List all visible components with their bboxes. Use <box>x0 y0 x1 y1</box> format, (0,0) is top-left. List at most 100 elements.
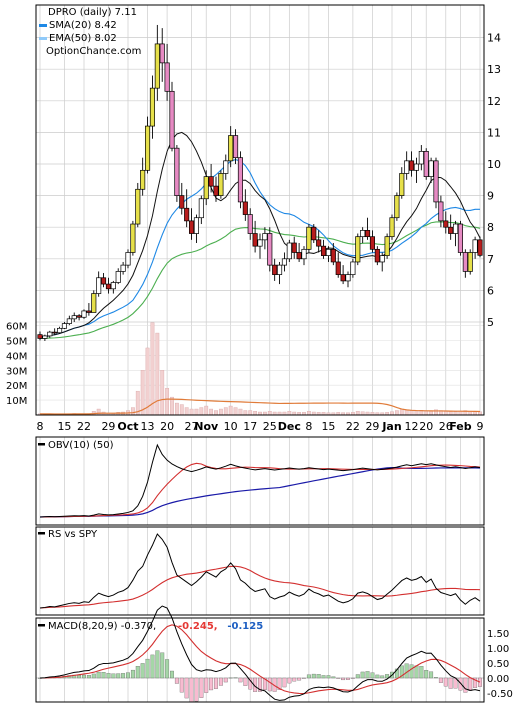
candle-body <box>369 236 375 250</box>
date-tick-label: Jan <box>381 420 401 433</box>
candle-body <box>409 160 415 171</box>
volume-bar <box>214 410 218 416</box>
price-tick-label: 13 <box>487 63 501 76</box>
candle-body <box>37 334 43 339</box>
macd-histogram-bar <box>101 672 106 679</box>
macd-histogram-bar <box>116 673 121 679</box>
candle-body <box>145 125 151 171</box>
macd-histogram-bar <box>184 677 189 699</box>
volume-tick-label: 50M <box>6 337 27 348</box>
candle-body <box>252 233 258 247</box>
macd-histogram-bar <box>350 677 355 679</box>
macd-histogram-bar <box>179 677 184 693</box>
legend-swatch <box>39 24 47 27</box>
candle-body <box>189 220 195 234</box>
candle-body <box>418 151 424 165</box>
macd-tick-label: 1.00 <box>487 644 509 655</box>
candle-body <box>115 271 121 283</box>
volume-bar <box>194 408 199 416</box>
macd-histogram-bar <box>140 663 145 679</box>
macd-histogram-bar <box>287 677 292 684</box>
panel-frame <box>35 436 485 526</box>
baseline-average-line <box>39 131 481 339</box>
candle-body <box>325 248 331 256</box>
candle-body <box>272 264 278 275</box>
candle-body <box>203 176 209 200</box>
candle-body <box>443 220 449 228</box>
macd-histogram-bar <box>228 677 233 679</box>
date-tick-label: 12 <box>405 420 419 433</box>
date-tick-label: 26 <box>439 420 453 433</box>
volume-bar <box>409 410 414 416</box>
volume-bar <box>404 409 409 416</box>
macd-histogram-bar <box>448 677 453 689</box>
volume-bar <box>394 410 399 416</box>
legend-swatch <box>39 37 47 40</box>
macd-histogram-bar <box>292 677 297 682</box>
volume-bar <box>228 405 233 416</box>
price-tick-label: 7 <box>487 253 494 266</box>
date-tick-label: 10 <box>224 420 238 433</box>
volume-bar <box>233 407 238 416</box>
macd-histogram-bar <box>458 677 463 691</box>
macd-histogram-bar <box>297 677 302 681</box>
price-tick-label: 12 <box>487 95 501 108</box>
candle-body <box>301 248 307 260</box>
volume-bar <box>448 411 453 416</box>
candle-body <box>71 315 77 320</box>
candle-body <box>277 264 283 275</box>
candle-body <box>76 315 82 318</box>
candle-body <box>135 188 141 225</box>
candle-body <box>96 277 102 294</box>
legend-label: EMA(50) 8.02 <box>49 33 117 44</box>
macd-histogram-bar <box>394 668 399 679</box>
volume-bar <box>160 370 165 416</box>
volume-bar <box>355 411 360 416</box>
macd-histogram-bar <box>209 677 214 691</box>
candle-body <box>174 147 180 196</box>
volume-bar <box>267 411 272 416</box>
volume-bar <box>130 407 135 416</box>
macd-histogram-bar <box>438 677 443 683</box>
volume-bar <box>399 408 404 416</box>
macd-histogram-bar <box>414 665 419 679</box>
date-tick-label: 20 <box>419 420 433 433</box>
sma20-line <box>39 158 481 339</box>
macd-panel-label: MACD(8,20,9) -0.370, <box>48 621 156 632</box>
date-tick-label: Oct <box>117 420 138 433</box>
candle-body <box>457 223 463 253</box>
candle-body <box>237 157 243 203</box>
macd-tick-label: 0.00 <box>487 674 509 685</box>
candle-body <box>193 217 199 234</box>
macd-histogram-bar <box>223 677 228 683</box>
candle-body <box>330 248 336 263</box>
macd-histogram-bar <box>204 677 209 693</box>
candle-body <box>438 201 444 222</box>
volume-bar <box>204 405 209 416</box>
candle-body <box>350 261 356 275</box>
macd-histogram-bar <box>419 666 424 679</box>
macd-histogram-bar <box>277 677 282 690</box>
candle-body <box>66 318 72 324</box>
candle-body <box>149 87 155 127</box>
candle-body <box>57 327 63 334</box>
volume-bar <box>414 410 419 416</box>
macd-histogram-bar <box>238 677 243 683</box>
volume-bar <box>155 332 160 416</box>
candle-body <box>81 310 87 318</box>
obv-10-line <box>39 462 481 518</box>
candle-body <box>91 293 97 313</box>
volume-bar <box>287 411 292 416</box>
macd-histogram-bar <box>306 674 311 679</box>
date-tick-label: 13 <box>141 420 155 433</box>
macd-histogram-bar <box>214 677 218 689</box>
obv-line <box>39 443 481 518</box>
price-tick-label: 5 <box>487 316 494 329</box>
candle-body <box>394 195 400 219</box>
macd-tick-label: -0.50 <box>487 689 513 700</box>
panel-frame <box>35 4 485 416</box>
macd-histogram-bar <box>443 677 448 687</box>
candle-body <box>101 277 107 285</box>
watermark-label: OptionChance.com <box>46 46 141 57</box>
candle-body <box>360 230 366 238</box>
